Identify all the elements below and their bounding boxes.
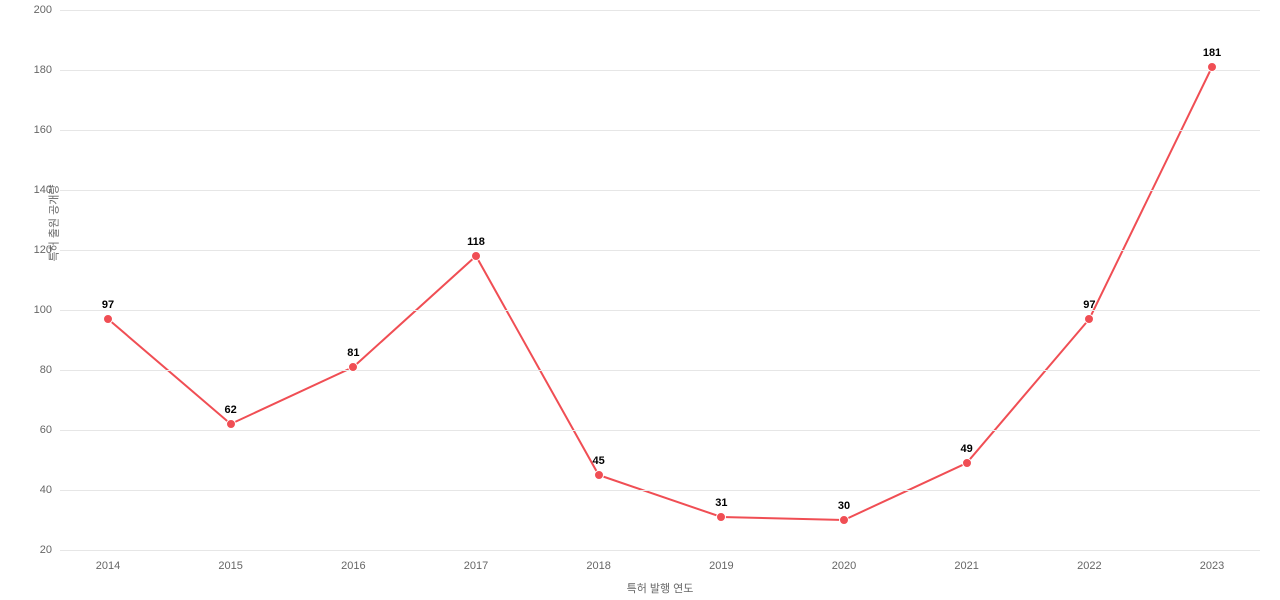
x-tick-label: 2015 xyxy=(218,560,242,572)
gridline xyxy=(60,310,1260,311)
gridline xyxy=(60,190,1260,191)
data-point xyxy=(1084,314,1094,324)
data-label: 45 xyxy=(593,455,605,467)
data-point xyxy=(839,515,849,525)
x-tick-label: 2022 xyxy=(1077,560,1101,572)
gridline xyxy=(60,550,1260,551)
data-point xyxy=(1207,62,1217,72)
data-label: 31 xyxy=(715,497,727,509)
data-point xyxy=(226,419,236,429)
y-tick-label: 180 xyxy=(34,64,52,76)
plot-area: 2040608010012014016018020020142015201620… xyxy=(60,10,1260,550)
x-tick-label: 2023 xyxy=(1200,560,1224,572)
data-point xyxy=(471,251,481,261)
data-label: 181 xyxy=(1203,47,1221,59)
data-label: 97 xyxy=(102,299,114,311)
line-chart: 2040608010012014016018020020142015201620… xyxy=(0,0,1280,600)
x-tick-label: 2018 xyxy=(586,560,610,572)
x-tick-label: 2017 xyxy=(464,560,488,572)
gridline xyxy=(60,10,1260,11)
data-point xyxy=(594,470,604,480)
x-axis-title: 특허 발행 연도 xyxy=(627,580,694,596)
data-label: 30 xyxy=(838,500,850,512)
gridline xyxy=(60,250,1260,251)
gridline xyxy=(60,130,1260,131)
x-tick-label: 2014 xyxy=(96,560,120,572)
data-label: 81 xyxy=(347,347,359,359)
gridline xyxy=(60,490,1260,491)
y-axis-title: 특허 출원 공개량 xyxy=(45,185,61,262)
data-point xyxy=(348,362,358,372)
gridline xyxy=(60,70,1260,71)
x-tick-label: 2016 xyxy=(341,560,365,572)
x-tick-label: 2020 xyxy=(832,560,856,572)
y-tick-label: 40 xyxy=(40,484,52,496)
data-label: 97 xyxy=(1083,299,1095,311)
gridline xyxy=(60,430,1260,431)
y-tick-label: 160 xyxy=(34,124,52,136)
x-tick-label: 2019 xyxy=(709,560,733,572)
y-tick-label: 100 xyxy=(34,304,52,316)
data-label: 49 xyxy=(961,443,973,455)
y-tick-label: 80 xyxy=(40,364,52,376)
data-label: 62 xyxy=(225,404,237,416)
y-tick-label: 200 xyxy=(34,4,52,16)
data-point xyxy=(716,512,726,522)
gridline xyxy=(60,370,1260,371)
line-path-svg xyxy=(60,10,1260,550)
data-point xyxy=(103,314,113,324)
x-tick-label: 2021 xyxy=(954,560,978,572)
y-tick-label: 20 xyxy=(40,544,52,556)
y-tick-label: 60 xyxy=(40,424,52,436)
data-point xyxy=(962,458,972,468)
data-label: 118 xyxy=(467,236,485,248)
line-series xyxy=(108,67,1212,520)
